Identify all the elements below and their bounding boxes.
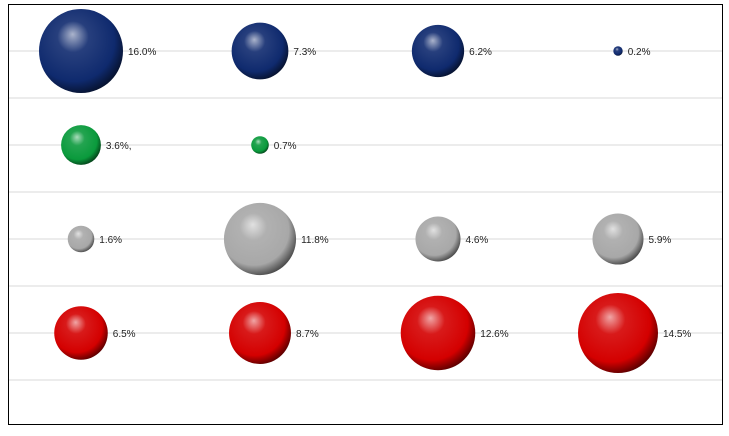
- bubble-data-label: 0.2%: [628, 47, 651, 58]
- bubble-data-label: 8.7%: [296, 329, 319, 340]
- bubble-data-label: 6.2%: [469, 47, 492, 58]
- bubble: [67, 225, 95, 253]
- bubble-data-label: 4.6%: [466, 235, 489, 246]
- bubble: [54, 306, 108, 360]
- bubble: [231, 22, 289, 80]
- bubble-data-label: 14.5%: [663, 329, 691, 340]
- bubble: [61, 125, 101, 165]
- bubble-chart: 16.0% 7.3% 6.2% 0.2% 3.6%, 0.7% 1.6% 11.8% 4.6% 5…: [8, 4, 723, 425]
- bubble-data-label: 3.6%,: [106, 141, 132, 152]
- bubble: [613, 46, 623, 56]
- bubble: [411, 24, 465, 78]
- gridlines: [9, 50, 722, 381]
- bubble: [223, 202, 297, 276]
- data-labels: 16.0% 7.3% 6.2% 0.2% 3.6%, 0.7% 1.6% 11.8% 4.6% 5…: [99, 47, 691, 340]
- bubble: [578, 293, 658, 373]
- bubble-data-label: 11.8%: [301, 235, 329, 246]
- bubble-data-label: 6.5%: [113, 329, 136, 340]
- bubble-data-label: 16.0%: [128, 47, 156, 58]
- bubble: [415, 216, 461, 262]
- chart-plot-area: 16.0% 7.3% 6.2% 0.2% 3.6%, 0.7% 1.6% 11.8% 4.6% 5…: [9, 9, 722, 381]
- bubbles: [39, 9, 658, 373]
- bubble-data-label: 7.3%: [293, 47, 316, 58]
- bubble: [229, 302, 291, 364]
- bubble-data-label: 12.6%: [480, 329, 508, 340]
- bubble: [400, 295, 476, 371]
- bubble-data-label: 5.9%: [649, 235, 672, 246]
- bubble: [251, 136, 269, 154]
- bubble-data-label: 1.6%: [99, 235, 122, 246]
- bubble-data-label: 0.7%: [274, 141, 297, 152]
- bubble: [592, 213, 644, 265]
- bubble: [39, 9, 123, 93]
